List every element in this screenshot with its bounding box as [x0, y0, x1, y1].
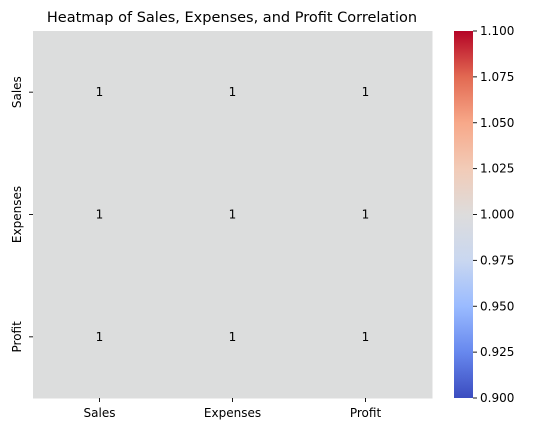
- colorbar-tick-label: 1.050: [480, 116, 514, 130]
- colorbar-tick-label: 1.000: [480, 208, 514, 222]
- cell-annotation: 1: [362, 330, 370, 344]
- y-axis: Sales Expenses Profit: [10, 76, 33, 352]
- colorbar-tick-label: 0.975: [480, 253, 514, 267]
- cell-annotation: 1: [96, 85, 104, 99]
- colorbar-tick-label: 1.025: [480, 162, 514, 176]
- cell-annotation: 1: [229, 85, 237, 99]
- heatmap-cell: [33, 31, 167, 154]
- colorbar-tick-label: 1.075: [480, 70, 514, 84]
- chart-title: Heatmap of Sales, Expenses, and Profit C…: [47, 10, 417, 26]
- cell-annotation: 1: [229, 330, 237, 344]
- heatmap-cell: [299, 275, 433, 399]
- heatmap-cell: [33, 275, 167, 399]
- x-tick-label: Profit: [350, 406, 382, 420]
- heatmap-cell: [299, 153, 433, 277]
- x-axis: Sales Expenses Profit: [84, 398, 382, 420]
- cell-annotations: 1 1 1 1 1 1 1 1 1: [96, 85, 370, 344]
- cell-annotation: 1: [96, 208, 104, 222]
- colorbar-tick-label: 0.925: [480, 345, 514, 359]
- x-tick-label: Sales: [84, 406, 116, 420]
- heatmap-cell: [166, 153, 300, 277]
- y-tick-label: Profit: [10, 321, 24, 353]
- colorbar-tick-label: 0.950: [480, 299, 514, 313]
- y-tick-label: Sales: [10, 76, 24, 108]
- heatmap-cells: [33, 31, 433, 399]
- cell-annotation: 1: [229, 208, 237, 222]
- colorbar-bar: [454, 31, 473, 398]
- cell-annotation: 1: [362, 208, 370, 222]
- cell-annotation: 1: [362, 85, 370, 99]
- colorbar-tick-label: 0.900: [480, 391, 514, 405]
- y-tick-label: Expenses: [10, 186, 24, 243]
- colorbar: 0.900 0.925 0.950 0.975 1.000 1.025 1.050 1.075…: [454, 24, 514, 405]
- heatmap-cell: [299, 31, 433, 154]
- heatmap-cell: [33, 153, 167, 277]
- cell-annotation: 1: [96, 330, 104, 344]
- x-tick-label: Expenses: [204, 406, 261, 420]
- heatmap-cell: [166, 275, 300, 399]
- colorbar-tick-label: 1.100: [480, 24, 514, 38]
- heatmap-cell: [166, 31, 300, 154]
